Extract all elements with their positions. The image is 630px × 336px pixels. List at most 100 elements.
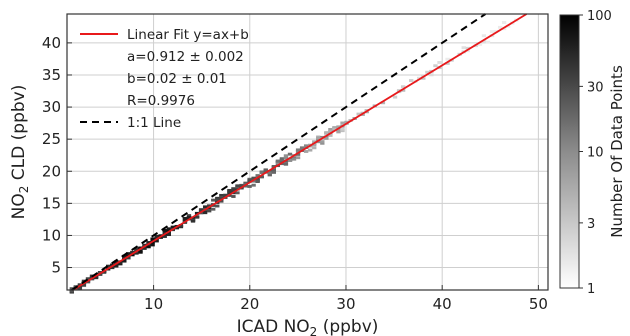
density-cell [392,95,398,99]
density-cell [295,156,301,160]
x-ticks: 10 20 30 40 50 [144,285,548,313]
density-cell [312,146,317,150]
x-axis-label: ICAD NO2 (ppbv) [237,317,379,336]
density-cell [461,46,466,50]
density-cell [162,230,167,234]
density-cell [259,171,264,175]
one-to-one-line [71,13,487,291]
series-lines [71,13,528,291]
y-tick-label: 5 [51,259,61,277]
density-cell [303,150,309,153]
density-cell [227,188,232,192]
density-cell [283,162,289,166]
density-cell [489,30,495,34]
colorbar-ticks: 1 3 10 30 100 [579,9,612,297]
y-tick-label: 10 [42,226,61,244]
density-cell [219,193,224,197]
density-cell [114,264,119,268]
legend-stat-r: R=0.9976 [127,93,195,109]
legend: Linear Fit y=ax+b a=0.912 ± 0.002 b=0.02… [80,27,249,131]
colorbar-tick-label: 100 [587,9,612,24]
colorbar-label: Number Of Data Points [608,65,626,238]
linear-fit-line [72,13,528,291]
density-cell [425,70,430,74]
density-cell [93,276,99,280]
density-cell [130,251,135,255]
density-cell [223,194,228,198]
x-tick-label: 50 [529,295,548,313]
density-cell [328,133,333,137]
density-cell [308,148,313,152]
density-cell [324,136,329,140]
colorbar-tick-label: 30 [587,80,604,95]
density-cell [126,252,131,256]
density-cell [211,207,216,211]
density-cell [154,234,159,238]
density-cell [89,275,95,279]
density-cell [215,196,220,200]
density-cell [433,64,438,68]
density-cell [493,29,499,33]
density-cell [162,235,167,238]
x-tick-label: 20 [240,295,259,313]
density-cell [219,196,224,200]
y-tick-label: 30 [42,98,61,116]
density-cell [134,247,139,251]
density-cell [328,128,333,131]
density-cell [400,85,406,89]
density-cell [340,127,345,131]
density-cell [271,170,276,174]
density-cell [69,287,74,291]
density-cell [231,195,236,198]
density-cell [146,241,151,244]
density-cell [202,205,208,209]
density-cell [380,101,386,105]
y-ticks: 5 10 15 20 25 30 35 40 [42,34,72,277]
density-cell [235,191,240,195]
density-cell [481,39,487,43]
x-tick-label: 40 [433,295,452,313]
density-cell [122,259,127,263]
density-cell [247,185,252,188]
density-cell [154,239,159,243]
density-cell [312,140,317,144]
density-cell [202,211,208,215]
density-cell [251,183,256,187]
density-cell [421,76,426,80]
density-cell [477,42,483,46]
density-cell [336,125,341,129]
density-cell [247,179,252,183]
density-cell [275,159,281,163]
density-cell [207,204,212,208]
density-cell [110,263,115,267]
density-cell [445,62,450,65]
density-cell [465,46,470,50]
x-tick-label: 30 [336,295,355,313]
y-tick-label: 15 [42,194,61,212]
density-cell [219,199,224,203]
legend-entry-one-to-one: 1:1 Line [127,115,181,131]
density-cell [166,227,171,231]
density-cell [122,254,127,258]
density-cell [69,290,74,294]
density-cell [194,215,200,219]
density-cell [400,88,406,92]
density-cell [271,165,276,168]
density-cell [239,183,244,187]
density-cell [320,141,325,145]
density-cell [287,158,293,162]
density-cell [295,150,301,154]
density-cell [81,283,87,287]
density-cell [85,277,91,281]
density-cell [243,184,248,188]
density-cell [481,34,487,38]
density-cell [303,144,309,148]
density-cell [110,266,115,270]
density-cell [215,204,220,208]
density-cell [340,129,345,133]
y-tick-label: 35 [42,66,61,84]
density-cell [299,146,305,150]
density-cell [271,169,276,172]
density-cell [267,171,272,175]
density-cell [150,243,155,247]
